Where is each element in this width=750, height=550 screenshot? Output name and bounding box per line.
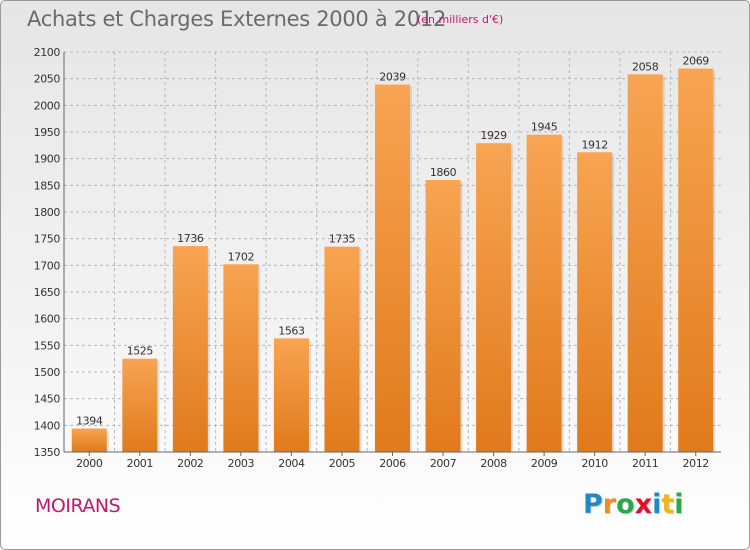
- bar-2004: [273, 338, 309, 452]
- y-tick-label: 1950: [34, 126, 61, 139]
- logo-letter: o: [616, 489, 635, 520]
- bar-2005: [324, 246, 360, 452]
- x-tick-label: 2000: [76, 457, 103, 470]
- chart-title: Achats et Charges Externes 2000 à 2012: [27, 7, 447, 31]
- y-tick-label: 1700: [34, 259, 61, 272]
- logo-letter: P: [583, 489, 603, 520]
- chart-subtitle: (en milliers d'€): [417, 13, 504, 26]
- bar-2008: [476, 143, 512, 452]
- logo-letter: r: [602, 489, 617, 520]
- y-tick-label: 1550: [34, 339, 61, 352]
- bar-value-label: 2069: [683, 55, 710, 68]
- bar-value-label: 1929: [480, 129, 507, 142]
- x-tick-label: 2005: [329, 457, 356, 470]
- bar-2007: [425, 180, 461, 452]
- x-tick-label: 2009: [531, 457, 558, 470]
- x-tick-label: 2004: [278, 457, 305, 470]
- bar-2010: [577, 152, 613, 452]
- bar-value-label: 1860: [430, 166, 457, 179]
- x-tick-label: 2010: [581, 457, 608, 470]
- y-tick-label: 1450: [34, 393, 61, 406]
- y-tick-label: 1350: [34, 446, 61, 459]
- bar-2012: [678, 68, 714, 453]
- y-tick-label: 2050: [34, 73, 61, 86]
- bar-2006: [375, 84, 410, 453]
- commune-name: MOIRANS: [35, 495, 121, 517]
- x-tick-label: 2006: [379, 457, 406, 470]
- bar-value-label: 2039: [379, 71, 406, 84]
- bar-value-label: 1525: [127, 345, 154, 358]
- y-tick-label: 1850: [34, 179, 61, 192]
- y-tick-label: 1600: [34, 313, 61, 326]
- y-tick-label: 1750: [34, 233, 61, 246]
- x-tick-label: 2008: [480, 457, 507, 470]
- y-tick-label: 1650: [34, 286, 61, 299]
- axes: [63, 52, 721, 456]
- bar-2002: [172, 246, 208, 452]
- bar-2000: [71, 428, 107, 452]
- y-tick-label: 1500: [34, 366, 61, 379]
- proxiti-logo: Proxiti: [583, 489, 684, 520]
- bar-value-label: 1563: [278, 324, 305, 337]
- bar-value-label: 2058: [632, 60, 659, 73]
- bar-value-label: 1736: [177, 232, 204, 245]
- y-tick-label: 1800: [34, 206, 61, 219]
- bar-chart: 1350 1400 1450 1500 1550 1600 1650 1700 1750 1800…: [34, 46, 721, 470]
- bar-2001: [122, 358, 158, 452]
- bars: [71, 68, 716, 453]
- y-tick-label: 1900: [34, 153, 61, 166]
- logo-letter: i: [674, 489, 684, 520]
- x-tick-label: 2012: [683, 457, 709, 470]
- logo-letter: t: [661, 489, 675, 520]
- y-tick-label: 1400: [34, 419, 61, 432]
- bar-2011: [627, 74, 663, 453]
- x-tick-label: 2003: [228, 457, 255, 470]
- x-tick-label: 2001: [127, 457, 153, 470]
- bar-value-label: 1394: [76, 415, 103, 428]
- x-tick-label: 2007: [430, 457, 457, 470]
- logo-letter: i: [652, 489, 662, 520]
- labels: 1350 1400 1450 1500 1550 1600 1650 1700 1750 1800…: [34, 46, 710, 470]
- bar-2009: [526, 134, 562, 452]
- bar-2003: [223, 264, 259, 452]
- x-tick-label: 2002: [177, 457, 203, 470]
- y-tick-label: 2000: [34, 99, 61, 112]
- bar-value-label: 1912: [581, 138, 607, 151]
- y-tick-label: 2100: [34, 46, 61, 59]
- logo-letter: x: [634, 489, 653, 520]
- bar-value-label: 1945: [531, 121, 558, 134]
- x-tick-label: 2011: [632, 457, 658, 470]
- bar-value-label: 1735: [329, 233, 356, 246]
- bar-value-label: 1702: [228, 250, 254, 263]
